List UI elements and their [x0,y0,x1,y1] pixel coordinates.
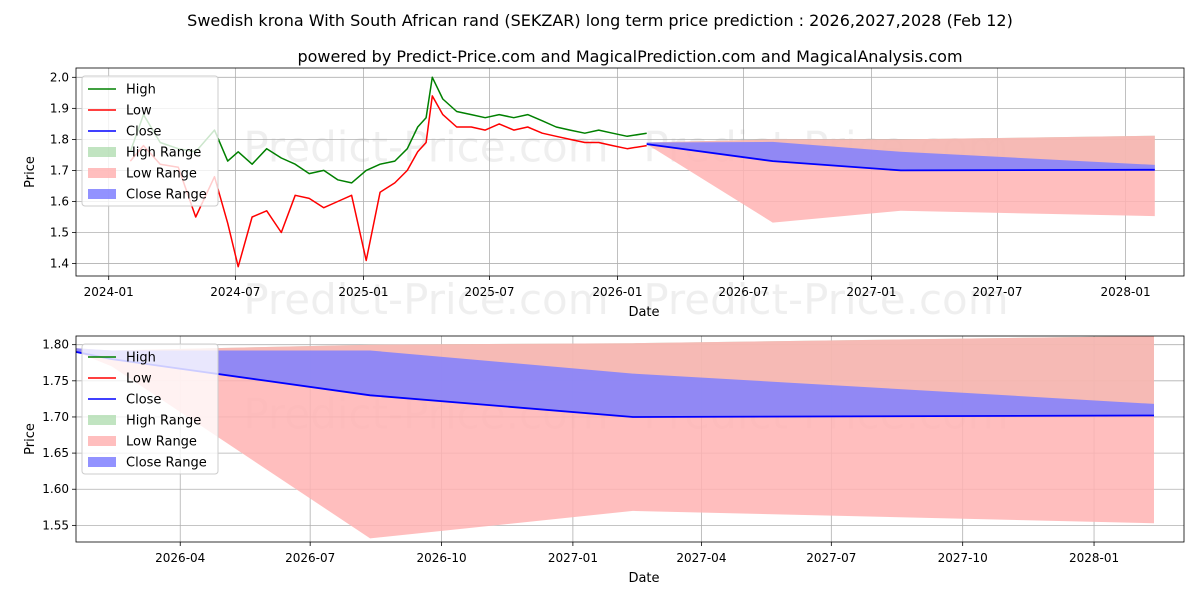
legend: High Low Close High Range Low Range Close Ran… [81,75,219,207]
x-tick-label: 2026-01 [592,285,642,299]
plot-frame [75,335,1185,543]
y-tick-label: 1.70 [42,410,69,424]
y-tick-label: 1.6 [50,194,69,208]
y-tick-label: 1.55 [42,518,69,532]
y-tick-label: 1.75 [42,374,69,388]
plot-frame [75,67,1185,277]
legend-label: Close Range [126,456,207,471]
chart-title: Swedish krona With South African rand (S… [187,11,1013,30]
y-tick-label: 1.4 [50,257,69,271]
legend-label: Low [126,104,152,119]
x-tick-label: 2028-01 [1100,285,1150,299]
x-tick-label: 2027-10 [938,551,988,565]
watermark: Predict-Price.com [243,275,608,324]
x-tick-label: 2027-01 [548,551,598,565]
high-series-line [129,76,647,184]
legend-label: Low Range [126,435,197,450]
y-axis-label: Price [23,423,38,455]
y-tick-label: 1.80 [42,338,69,352]
low-series-line [129,95,647,268]
y-tick-label: 1.60 [42,482,69,496]
x-axis-label: Date [628,305,659,320]
x-tick-label: 2024-07 [210,285,260,299]
x-tick-label: 2027-04 [676,551,726,565]
legend-swatch [88,415,116,425]
x-tick-label: 2027-07 [972,285,1022,299]
legend-label: High Range [126,146,201,161]
panel-1: Predict-Price.com Predict-Price.com Predic… [23,67,1185,324]
x-axis-label: Date [628,571,659,586]
x-tick-label: 2027-07 [806,551,856,565]
panel-2: Predict-Price.comPredict-Price.com1.551.… [23,335,1185,586]
close-range-band [646,141,1155,171]
legend-label: Close [126,125,161,140]
y-tick-label: 1.5 [50,226,69,240]
y-tick-label: 1.9 [50,101,69,115]
legend-label: Close [126,393,161,408]
legend-swatch [88,457,116,467]
y-tick-label: 1.65 [42,446,69,460]
x-tick-label: 2026-04 [155,551,205,565]
plot-area [76,336,1155,539]
legend-swatch [88,189,116,199]
legend-label: High Range [126,414,201,429]
x-tick-label: 2026-07 [718,285,768,299]
x-tick-label: 2026-10 [416,551,466,565]
y-tick-label: 2.0 [50,70,69,84]
legend-label: Close Range [126,188,207,203]
legend-label: Low Range [126,167,197,182]
legend-swatch [88,168,116,178]
y-tick-label: 1.8 [50,132,69,146]
watermark: Predict-Price.com [643,275,1008,324]
legend-label: High [126,83,156,98]
legend: High Low Close High Range Low Range Close Ran… [81,343,219,475]
x-tick-label: 2024-01 [84,285,134,299]
x-tick-label: 2028-01 [1069,551,1119,565]
legend-label: Low [126,372,152,387]
watermark: Predict-Price.com [243,123,608,172]
legend-swatch [88,436,116,446]
x-tick-label: 2026-07 [285,551,335,565]
x-tick-label: 2027-01 [846,285,896,299]
x-tick-label: 2025-07 [464,285,514,299]
close-range-band [76,348,1154,417]
plot-area [129,76,1155,268]
legend-label: High [126,351,156,366]
legend-swatch [88,147,116,157]
y-tick-label: 1.7 [50,163,69,177]
close-series-line [646,143,1155,172]
y-axis-label: Price [23,156,38,188]
chart-subtitle: powered by Predict-Price.com and Magical… [297,47,962,66]
x-tick-label: 2025-01 [338,285,388,299]
